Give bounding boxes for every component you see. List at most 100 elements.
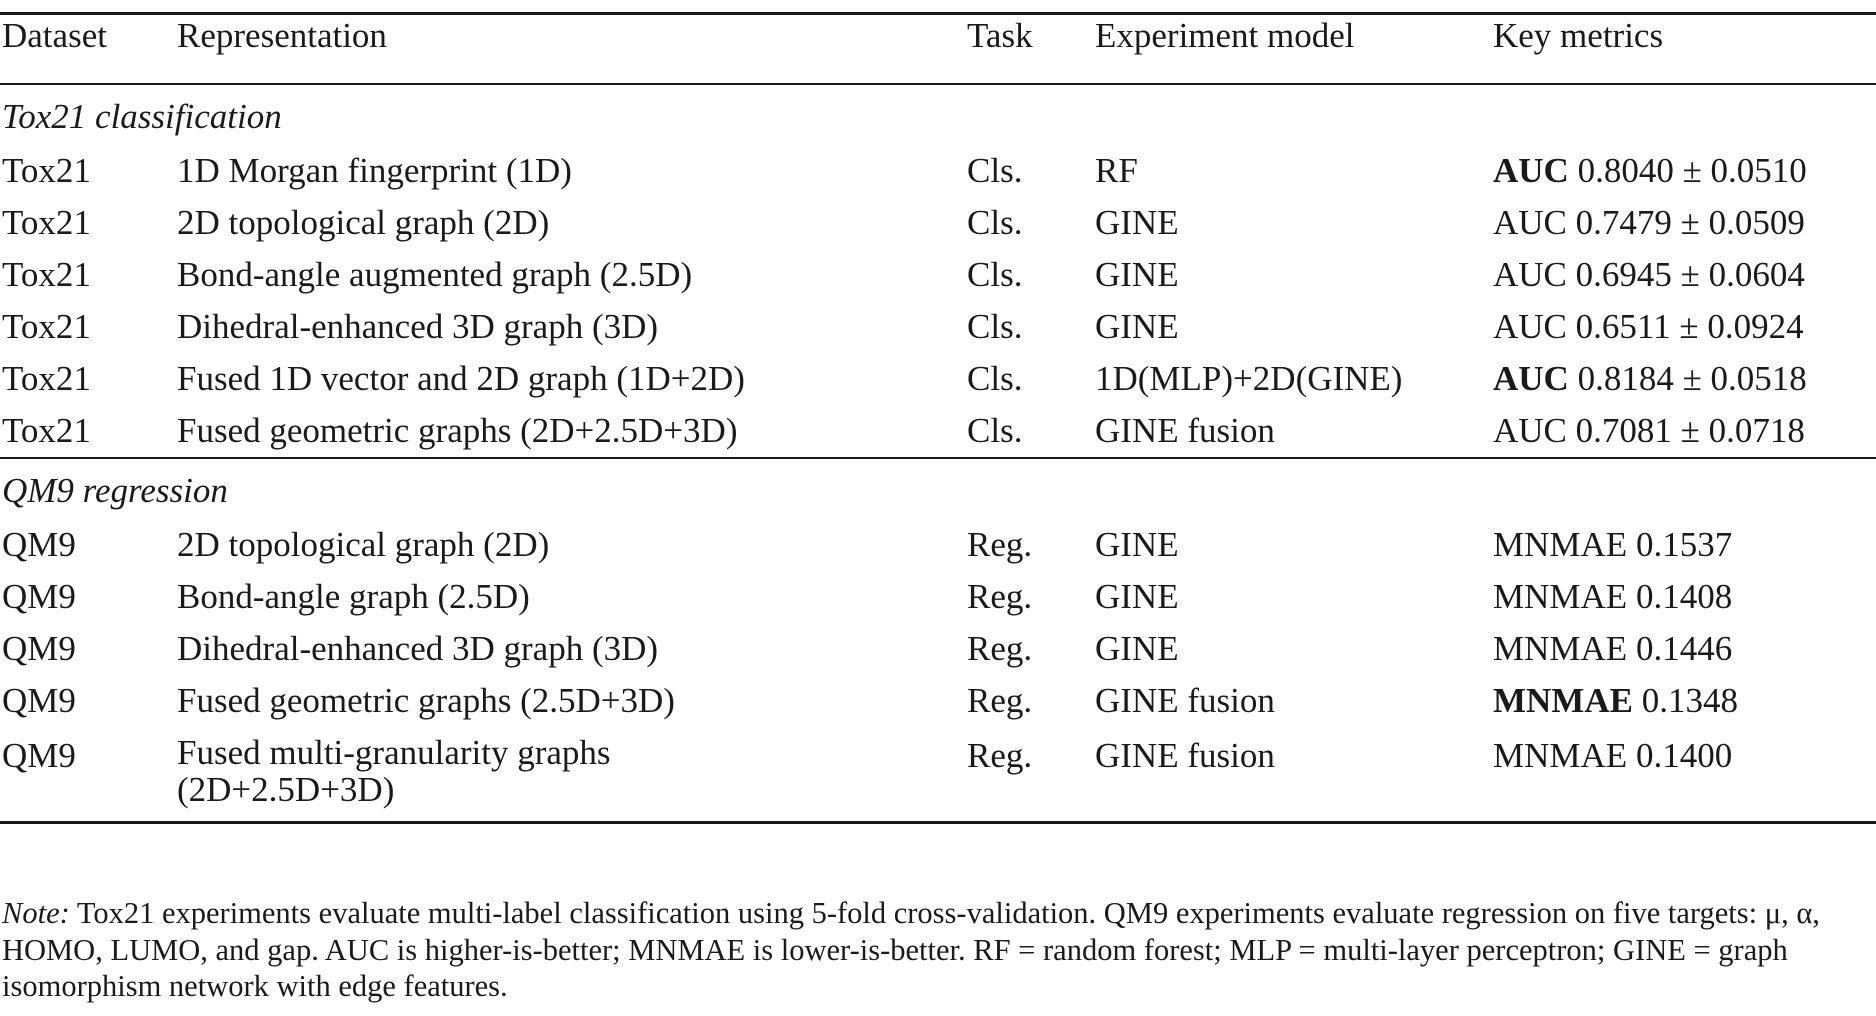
- table-row: QM9 Dihedral-enhanced 3D graph (3D) Reg.…: [0, 623, 1876, 675]
- table-row: Tox21 Fused geometric graphs (2D+2.5D+3D…: [0, 405, 1876, 458]
- metric-value: 0.7479 ± 0.0509: [1575, 203, 1805, 242]
- cell-metric: MNMAE 0.1400: [1493, 727, 1876, 824]
- metric-value: 0.1537: [1635, 525, 1733, 564]
- table-body: Tox21 classification Tox21 1D Morgan fin…: [0, 83, 1876, 824]
- table-row: Tox21 Dihedral-enhanced 3D graph (3D) Cl…: [0, 301, 1876, 353]
- cell-representation: Bond-angle graph (2.5D): [177, 577, 530, 616]
- cell-metric: AUC 0.7479 ± 0.0509: [1493, 197, 1876, 249]
- cell-task: Reg.: [967, 525, 1033, 564]
- cell-task: Reg.: [967, 577, 1033, 616]
- cell-task: Reg.: [967, 681, 1033, 720]
- cell-dataset: Tox21: [2, 359, 91, 398]
- cell-dataset: QM9: [2, 577, 76, 616]
- cell-task: Cls.: [967, 151, 1023, 190]
- metric-name: AUC: [1493, 411, 1567, 450]
- cell-model: GINE fusion: [1095, 681, 1275, 720]
- metric-value: 0.1446: [1635, 629, 1733, 668]
- metric-value: 0.6945 ± 0.0604: [1575, 255, 1805, 294]
- header-metrics: Key metrics: [1493, 12, 1876, 84]
- metric-value: 0.1400: [1635, 736, 1733, 775]
- cell-model: GINE: [1095, 629, 1179, 668]
- cell-representation: 1D Morgan fingerprint (1D): [177, 151, 572, 190]
- cell-representation: Fused multi-granularity graphs (2D+2.5D+3…: [177, 727, 967, 824]
- cell-representation: Fused 1D vector and 2D graph (1D+2D): [177, 359, 745, 398]
- cell-dataset: QM9: [2, 629, 76, 668]
- cell-metric: MNMAE 0.1348: [1493, 675, 1876, 727]
- metric-name: AUC: [1493, 203, 1567, 242]
- cell-dataset: Tox21: [2, 411, 91, 450]
- table-note: Note: Tox21 experiments evaluate multi-l…: [2, 895, 1874, 1005]
- table-row: QM9 Fused geometric graphs (2.5D+3D) Reg…: [0, 675, 1876, 727]
- metric-name: MNMAE: [1493, 681, 1633, 720]
- cell-dataset: QM9: [2, 681, 76, 720]
- table-row: QM9 Bond-angle graph (2.5D) Reg. GINE MN…: [0, 571, 1876, 623]
- cell-task: Cls.: [967, 411, 1023, 450]
- metric-value: 0.8184 ± 0.0518: [1577, 359, 1807, 398]
- table-row: Tox21 Bond-angle augmented graph (2.5D) …: [0, 249, 1876, 301]
- cell-representation: Fused geometric graphs (2.5D+3D): [177, 681, 675, 720]
- table-row: Tox21 Fused 1D vector and 2D graph (1D+2…: [0, 353, 1876, 405]
- metric-value: 0.8040 ± 0.0510: [1577, 151, 1807, 190]
- table-header: Dataset Representation Task Experiment m…: [0, 12, 1876, 84]
- cell-model: GINE: [1095, 203, 1179, 242]
- cell-model: GINE: [1095, 307, 1179, 346]
- cell-representation: 2D topological graph (2D): [177, 203, 550, 242]
- cell-dataset: QM9: [0, 727, 177, 824]
- representation-line-1: Fused multi-granularity graphs: [177, 733, 611, 772]
- note-text: Tox21 experiments evaluate multi-label c…: [2, 896, 1820, 1004]
- cell-model: GINE: [1095, 525, 1179, 564]
- cell-task: Cls.: [967, 307, 1023, 346]
- cell-metric: AUC 0.7081 ± 0.0718: [1493, 405, 1876, 458]
- cell-dataset: Tox21: [2, 203, 91, 242]
- metric-name: MNMAE: [1493, 736, 1628, 775]
- group-row-tox21: Tox21 classification: [0, 83, 1876, 145]
- cell-task: Reg.: [967, 727, 1095, 824]
- metric-value: 0.1348: [1641, 681, 1738, 720]
- metric-name: AUC: [1493, 307, 1567, 346]
- cell-model: GINE: [1095, 577, 1179, 616]
- cell-metric: AUC 0.8040 ± 0.0510: [1493, 145, 1876, 197]
- cell-dataset: Tox21: [2, 151, 91, 190]
- cell-representation: Fused geometric graphs (2D+2.5D+3D): [177, 411, 738, 450]
- cell-task: Reg.: [967, 629, 1033, 668]
- table-row: QM9 2D topological graph (2D) Reg. GINE …: [0, 519, 1876, 571]
- cell-task: Cls.: [967, 359, 1023, 398]
- metric-value: 0.7081 ± 0.0718: [1575, 411, 1805, 450]
- cell-dataset: QM9: [2, 525, 76, 564]
- cell-model: GINE fusion: [1095, 411, 1275, 450]
- cell-metric: MNMAE 0.1446: [1493, 623, 1876, 675]
- cell-task: Cls.: [967, 203, 1023, 242]
- metric-name: AUC: [1493, 151, 1569, 190]
- metric-name: MNMAE: [1493, 577, 1628, 616]
- cell-representation: Bond-angle augmented graph (2.5D): [177, 255, 693, 294]
- header-model: Experiment model: [1095, 12, 1493, 84]
- metric-value: 0.6511 ± 0.0924: [1575, 307, 1804, 346]
- cell-model: RF: [1095, 151, 1138, 190]
- results-table: Dataset Representation Task Experiment m…: [0, 12, 1876, 824]
- group-row-qm9: QM9 regression: [0, 457, 1876, 519]
- cell-metric: AUC 0.8184 ± 0.0518: [1493, 353, 1876, 405]
- cell-metric: AUC 0.6511 ± 0.0924: [1493, 301, 1876, 353]
- cell-model: GINE: [1095, 255, 1179, 294]
- header-representation: Representation: [177, 12, 967, 84]
- table-row: QM9 Fused multi-granularity graphs (2D+2.…: [0, 727, 1876, 824]
- group-title: QM9 regression: [0, 457, 1876, 519]
- header-dataset: Dataset: [0, 12, 177, 84]
- table-row: Tox21 2D topological graph (2D) Cls. GIN…: [0, 197, 1876, 249]
- metric-name: MNMAE: [1493, 525, 1628, 564]
- group-title: Tox21 classification: [0, 83, 1876, 145]
- cell-representation: Dihedral-enhanced 3D graph (3D): [177, 307, 659, 346]
- note-label: Note:: [2, 896, 70, 930]
- cell-task: Cls.: [967, 255, 1023, 294]
- cell-representation: 2D topological graph (2D): [177, 525, 550, 564]
- cell-metric: MNMAE 0.1537: [1493, 519, 1876, 571]
- metric-name: AUC: [1493, 255, 1567, 294]
- header-task: Task: [967, 12, 1095, 84]
- note-paragraph: Note: Tox21 experiments evaluate multi-l…: [2, 895, 1874, 1005]
- cell-metric: AUC 0.6945 ± 0.0604: [1493, 249, 1876, 301]
- metric-name: AUC: [1493, 359, 1569, 398]
- cell-representation: Dihedral-enhanced 3D graph (3D): [177, 629, 659, 668]
- table-row: Tox21 1D Morgan fingerprint (1D) Cls. RF…: [0, 145, 1876, 197]
- representation-line-2: (2D+2.5D+3D): [177, 769, 395, 809]
